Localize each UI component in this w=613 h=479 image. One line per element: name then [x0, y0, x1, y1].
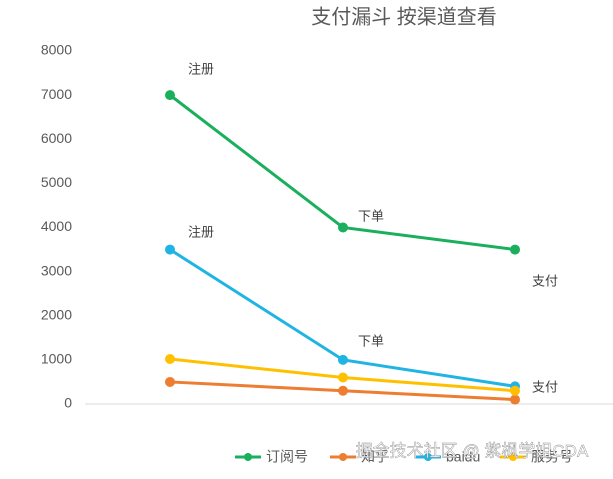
annotation: 支付: [532, 379, 558, 394]
point: [510, 244, 520, 255]
legend-dot: [339, 453, 347, 461]
legend-dot: [509, 453, 517, 461]
y-tick-label: 4000: [41, 218, 72, 234]
y-tick-label: 5000: [41, 174, 72, 190]
point: [510, 385, 520, 396]
annotation: 下单: [358, 208, 384, 223]
point: [338, 372, 348, 383]
legend-label: 订阅号: [266, 449, 308, 465]
watermark: 掘金技术社区 @ 紫枫学姐CDA: [356, 441, 589, 460]
point: [338, 354, 348, 365]
annotation: 支付: [532, 273, 558, 288]
y-tick-label: 8000: [41, 42, 72, 58]
y-tick-label: 7000: [41, 86, 72, 102]
point: [510, 394, 520, 405]
annotation: 下单: [358, 333, 384, 348]
y-tick-label: 6000: [41, 130, 72, 146]
chart-title: 支付漏斗 按渠道查看: [311, 5, 497, 28]
legend-label: 服务号: [531, 449, 573, 465]
annotation: 注册: [188, 224, 214, 239]
y-tick-label: 3000: [41, 262, 72, 278]
y-tick-label: 0: [64, 395, 72, 411]
point: [165, 353, 175, 364]
legend-dot: [244, 453, 252, 461]
legend-label: 知乎: [361, 449, 389, 465]
legend-dot: [424, 453, 432, 461]
legend-label: baidu: [446, 449, 480, 465]
y-tick-label: 2000: [41, 306, 72, 322]
point: [165, 244, 175, 255]
annotation: 注册: [188, 61, 214, 76]
point: [165, 90, 175, 101]
point: [165, 376, 175, 387]
point: [338, 385, 348, 396]
point: [338, 222, 348, 233]
y-tick-label: 1000: [41, 351, 72, 367]
